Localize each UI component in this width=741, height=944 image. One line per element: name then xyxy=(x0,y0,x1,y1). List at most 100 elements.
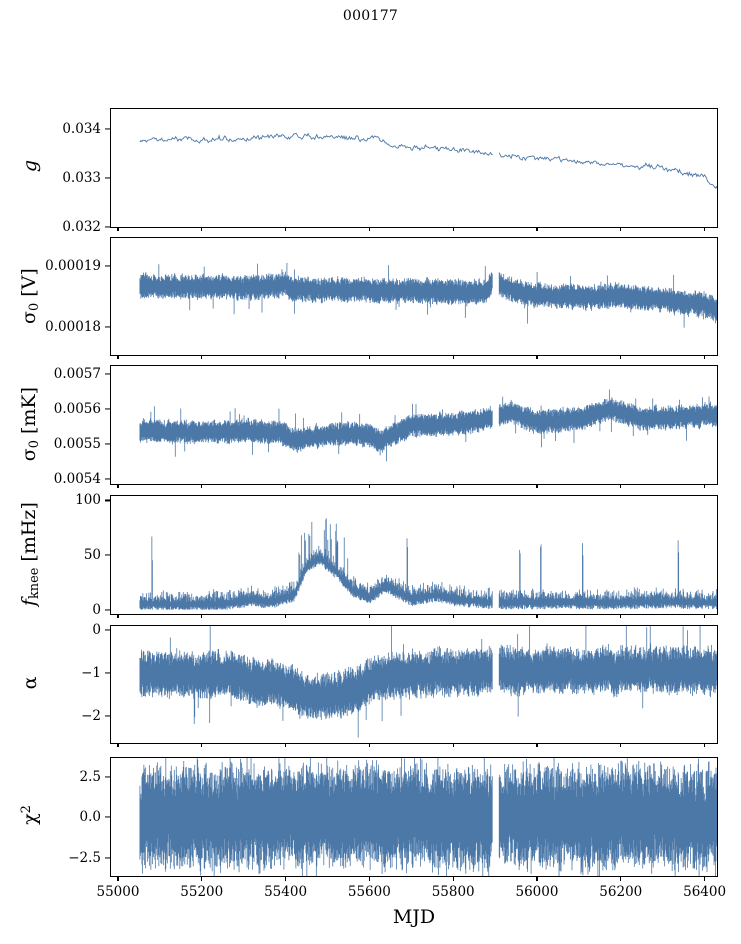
xtick-mark xyxy=(201,355,203,359)
xtick-label: 56200 xyxy=(599,884,643,900)
xtick-mark xyxy=(620,743,622,747)
ytick-mark-chi2 xyxy=(105,816,110,818)
xtick-mark xyxy=(620,614,622,618)
xtick-mark xyxy=(201,876,203,882)
ytick-label-g: 0.032 xyxy=(62,219,101,236)
data-band-sigma0_mK xyxy=(140,390,717,462)
xtick-mark xyxy=(117,743,119,747)
ytick-label-alpha: −2 xyxy=(81,708,101,725)
panel-sigma0-mk xyxy=(110,365,718,485)
plot-area-g xyxy=(111,109,717,227)
xtick-mark xyxy=(620,876,622,882)
panel-alpha xyxy=(110,625,718,744)
xtick-mark xyxy=(117,876,119,882)
xtick-mark xyxy=(117,484,119,488)
xtick-mark xyxy=(704,743,706,747)
xtick-mark xyxy=(117,614,119,618)
ytick-label-sigma0_mK: 0.0054 xyxy=(53,470,101,487)
ytick-mark-alpha xyxy=(105,715,110,717)
data-band-sigma0_V xyxy=(140,263,717,328)
xtick-mark xyxy=(620,355,622,359)
xtick-mark xyxy=(536,355,538,359)
xtick-label: 56400 xyxy=(683,884,727,900)
xtick-mark xyxy=(536,484,538,488)
ylabel-sigma0_V: σ0 [V] xyxy=(17,267,43,324)
panel-chi2 xyxy=(110,757,718,877)
xtick-mark xyxy=(368,227,370,231)
ytick-mark-sigma0_V xyxy=(105,265,110,267)
data-band-chi2 xyxy=(140,758,717,876)
xtick-mark xyxy=(368,484,370,488)
ytick-label-f_knee: 50 xyxy=(83,547,101,564)
ytick-mark-alpha xyxy=(105,629,110,631)
ytick-mark-chi2 xyxy=(105,856,110,859)
xtick-mark xyxy=(368,743,370,747)
xtick-mark xyxy=(285,876,287,882)
ytick-label-f_knee: 0 xyxy=(92,601,101,618)
ytick-mark-f_knee xyxy=(105,554,110,556)
xtick-mark xyxy=(704,876,706,882)
panel-g xyxy=(110,108,718,228)
xtick-mark xyxy=(452,614,454,618)
xtick-mark xyxy=(117,355,119,359)
ytick-label-chi2: 0.0 xyxy=(79,809,101,826)
plot-area-f_knee xyxy=(111,496,717,614)
ytick-label-chi2: 2.5 xyxy=(79,768,101,785)
ytick-mark-g xyxy=(105,128,110,130)
ytick-label-alpha: −1 xyxy=(81,664,101,681)
plot-area-sigma0_V xyxy=(111,238,717,355)
xtick-mark xyxy=(452,355,454,359)
xtick-label: 55400 xyxy=(264,884,308,900)
xtick-mark xyxy=(620,484,622,488)
plot-area-chi2 xyxy=(111,758,717,876)
ytick-label-g: 0.034 xyxy=(62,120,101,137)
xtick-label: 55800 xyxy=(431,884,475,900)
xtick-label: 55200 xyxy=(180,884,224,900)
xtick-mark xyxy=(285,614,287,618)
panel-sigma0-v xyxy=(110,237,718,356)
xtick-mark xyxy=(704,484,706,488)
ytick-mark-sigma0_mK xyxy=(105,408,110,410)
ytick-label-sigma0_V: 0.00018 xyxy=(45,319,101,336)
xtick-mark xyxy=(620,227,622,231)
xtick-mark xyxy=(201,227,203,231)
ytick-mark-g xyxy=(105,177,110,179)
xtick-mark xyxy=(201,484,203,488)
figure-title: 000177 xyxy=(342,8,399,24)
ytick-mark-g xyxy=(105,226,110,228)
ytick-mark-sigma0_mK xyxy=(105,373,110,375)
xtick-mark xyxy=(201,614,203,618)
data-line-g xyxy=(140,133,717,204)
xtick-mark xyxy=(368,876,370,882)
ytick-label-sigma0_mK: 0.0056 xyxy=(53,400,101,417)
plot-area-sigma0_mK xyxy=(111,366,717,484)
ytick-label-f_knee: 100 xyxy=(75,492,101,509)
xtick-mark xyxy=(285,484,287,488)
ytick-mark-sigma0_mK xyxy=(105,478,110,480)
xtick-label: 55000 xyxy=(96,884,140,900)
ytick-mark-f_knee xyxy=(105,499,110,502)
xtick-mark xyxy=(704,355,706,359)
ytick-label-sigma0_mK: 0.0057 xyxy=(53,365,101,382)
xaxis-label: MJD xyxy=(392,906,436,928)
xtick-label: 56000 xyxy=(515,884,559,900)
xtick-label: 55600 xyxy=(347,884,391,900)
xtick-mark xyxy=(285,743,287,747)
xtick-mark xyxy=(536,227,538,231)
xtick-mark xyxy=(704,614,706,618)
xtick-mark xyxy=(117,227,119,231)
ytick-mark-f_knee xyxy=(105,609,110,611)
xtick-mark xyxy=(201,743,203,747)
ytick-mark-chi2 xyxy=(105,776,110,778)
ytick-label-chi2: −2.5 xyxy=(68,849,101,866)
panel-fknee xyxy=(110,495,718,615)
ytick-mark-alpha xyxy=(105,672,110,674)
data-band-f_knee xyxy=(140,518,717,609)
xtick-mark xyxy=(536,876,538,882)
ytick-mark-sigma0_V xyxy=(105,326,110,328)
ytick-label-sigma0_mK: 0.0055 xyxy=(53,435,101,452)
xtick-mark xyxy=(704,227,706,231)
xtick-mark xyxy=(285,355,287,359)
ytick-label-sigma0_V: 0.00019 xyxy=(45,257,101,274)
